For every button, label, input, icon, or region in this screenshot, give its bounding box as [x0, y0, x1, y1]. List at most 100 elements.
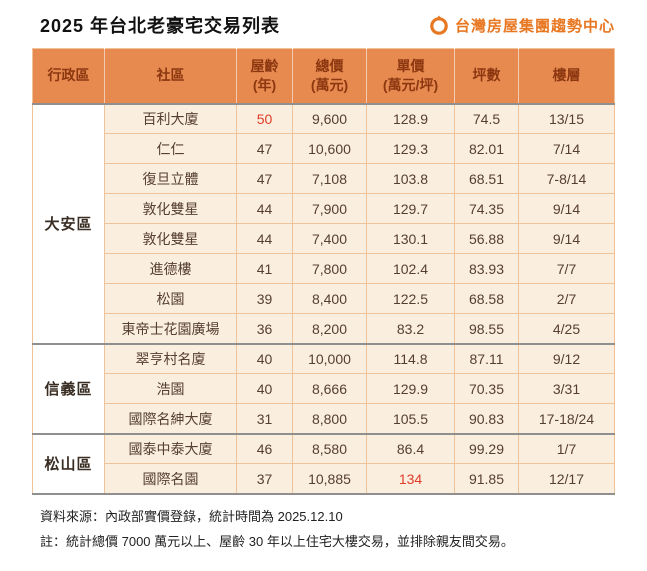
- unit-price-cell: 129.7: [366, 193, 455, 225]
- table-row: 敦化雙星 44 7,400 130.1 56.88 9/14: [33, 223, 615, 255]
- floor-cell: 4/25: [518, 313, 615, 345]
- community-cell: 進德樓: [104, 253, 237, 285]
- total-price-cell: 10,885: [292, 463, 367, 495]
- floor-cell: 7/7: [518, 253, 615, 285]
- floor-cell: 9/14: [518, 193, 615, 225]
- floor-cell: 2/7: [518, 283, 615, 315]
- ping-cell: 82.01: [454, 133, 519, 165]
- ping-cell: 74.5: [454, 103, 519, 135]
- unit-price-cell: 103.8: [366, 163, 455, 195]
- community-cell: 翠亨村名廈: [104, 342, 237, 375]
- unit-price-cell: 122.5: [366, 283, 455, 315]
- total-price-cell: 8,200: [292, 313, 367, 345]
- district-cell: 大安區: [32, 103, 105, 345]
- floor-cell: 7-8/14: [518, 163, 615, 195]
- table-row: 國際名紳大廈 31 8,800 105.5 90.83 17-18/24: [33, 403, 615, 435]
- table-row: 敦化雙星 44 7,900 129.7 74.35 9/14: [33, 193, 615, 225]
- community-cell: 復旦立體: [104, 163, 237, 195]
- unit-price-cell: 86.4: [366, 432, 455, 465]
- total-price-cell: 9,600: [292, 103, 367, 135]
- table-row: 進德樓 41 7,800 102.4 83.93 7/7: [33, 253, 615, 285]
- ping-cell: 99.29: [454, 432, 519, 465]
- ping-cell: 74.35: [454, 193, 519, 225]
- total-price-cell: 8,800: [292, 403, 367, 435]
- total-price-cell: 8,666: [292, 373, 367, 405]
- district-cell: 信義區: [32, 342, 105, 435]
- age-cell: 37: [236, 463, 293, 495]
- unit-price-cell: 134: [366, 463, 455, 495]
- table-row: 復旦立體 47 7,108 103.8 68.51 7-8/14: [33, 163, 615, 195]
- floor-cell: 3/31: [518, 373, 615, 405]
- age-cell: 40: [236, 342, 293, 375]
- age-cell: 41: [236, 253, 293, 285]
- table-row: 松山區 國泰中泰大廈 46 8,580 86.4 99.29 1/7: [32, 432, 615, 495]
- community-cell: 國際名紳大廈: [104, 403, 237, 435]
- community-cell: 仁仁: [104, 133, 237, 165]
- floor-cell: 17-18/24: [518, 403, 615, 435]
- brand-logo-icon: [428, 14, 450, 36]
- total-price-cell: 7,108: [292, 163, 367, 195]
- brand-logo: 台灣房屋集團趨勢中心: [428, 14, 615, 36]
- table-row: 大安區 百利大廈 50 9,600 128.9 74.5 13/15: [32, 103, 615, 345]
- age-cell: 44: [236, 193, 293, 225]
- column-header-age: 屋齡 (年): [236, 48, 293, 105]
- age-cell: 47: [236, 163, 293, 195]
- unit-price-cell: 114.8: [366, 342, 455, 375]
- unit-price-cell: 130.1: [366, 223, 455, 255]
- page-title: 2025 年台北老豪宅交易列表: [40, 16, 281, 36]
- statistics-note: 註：統計總價 7000 萬元以上、屋齡 30 年以上住宅大樓交易，並排除親友間交…: [40, 534, 514, 550]
- age-cell: 50: [236, 103, 293, 135]
- column-header-district: 行政區: [32, 48, 105, 105]
- unit-price-cell: 102.4: [366, 253, 455, 285]
- ping-cell: 70.35: [454, 373, 519, 405]
- floor-cell: 9/12: [518, 342, 615, 375]
- total-price-cell: 7,900: [292, 193, 367, 225]
- unit-price-cell: 83.2: [366, 313, 455, 345]
- age-cell: 46: [236, 432, 293, 465]
- unit-price-cell: 128.9: [366, 103, 455, 135]
- age-cell: 39: [236, 283, 293, 315]
- header-bar: 2025 年台北老豪宅交易列表 台灣房屋集團趨勢中心: [32, 12, 617, 38]
- community-cell: 敦化雙星: [104, 193, 237, 225]
- ping-cell: 56.88: [454, 223, 519, 255]
- unit-price-cell: 105.5: [366, 403, 455, 435]
- total-price-cell: 7,800: [292, 253, 367, 285]
- transactions-table: 行政區 社區 屋齡 (年) 總價 (萬元) 單價 (萬元/坪) 坪數 樓層 大安區 百利大廈 50 9,…: [32, 48, 615, 495]
- age-cell: 31: [236, 403, 293, 435]
- total-price-cell: 8,400: [292, 283, 367, 315]
- floor-cell: 9/14: [518, 223, 615, 255]
- floor-cell: 7/14: [518, 133, 615, 165]
- total-price-cell: 8,580: [292, 432, 367, 465]
- total-price-cell: 7,400: [292, 223, 367, 255]
- column-header-ping: 坪數: [454, 48, 519, 105]
- floor-cell: 12/17: [518, 463, 615, 495]
- total-price-cell: 10,000: [292, 342, 367, 375]
- age-cell: 40: [236, 373, 293, 405]
- age-cell: 44: [236, 223, 293, 255]
- community-cell: 國泰中泰大廈: [104, 432, 237, 465]
- table-header: 行政區 社區 屋齡 (年) 總價 (萬元) 單價 (萬元/坪) 坪數 樓層: [32, 48, 615, 105]
- table-row: 國際名園 37 10,885 134 91.85 12/17: [33, 463, 615, 495]
- district-cell: 松山區: [32, 432, 105, 495]
- table-row: 信義區 翠亨村名廈 40 10,000 114.8 87.11 9/12: [32, 342, 615, 435]
- column-header-community: 社區: [104, 48, 237, 105]
- ping-cell: 98.55: [454, 313, 519, 345]
- age-cell: 47: [236, 133, 293, 165]
- community-cell: 浩園: [104, 373, 237, 405]
- table-row: 浩園 40 8,666 129.9 70.35 3/31: [33, 373, 615, 405]
- column-header-floor: 樓層: [518, 48, 615, 105]
- floor-cell: 1/7: [518, 432, 615, 465]
- ping-cell: 68.58: [454, 283, 519, 315]
- ping-cell: 83.93: [454, 253, 519, 285]
- community-cell: 東帝士花園廣場: [104, 313, 237, 345]
- ping-cell: 87.11: [454, 342, 519, 375]
- data-source-note: 資料來源：內政部實價登錄，統計時間為 2025.12.10: [40, 508, 343, 524]
- table-body: 大安區 百利大廈 50 9,600 128.9 74.5 13/15 仁仁 47 10,600 12…: [32, 103, 615, 495]
- community-cell: 百利大廈: [104, 103, 237, 135]
- table-row: 松園 39 8,400 122.5 68.58 2/7: [33, 283, 615, 315]
- community-cell: 敦化雙星: [104, 223, 237, 255]
- age-cell: 36: [236, 313, 293, 345]
- total-price-cell: 10,600: [292, 133, 367, 165]
- column-header-unit: 單價 (萬元/坪): [366, 48, 455, 105]
